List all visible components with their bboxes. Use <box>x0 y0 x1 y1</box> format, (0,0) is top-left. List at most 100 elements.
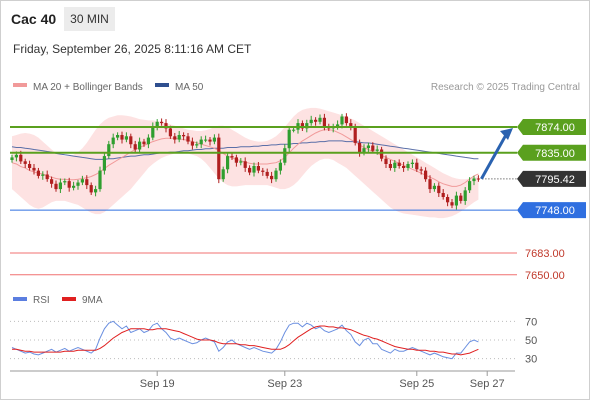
candle-body <box>283 148 287 163</box>
rsi-legend-label: RSI <box>33 295 50 306</box>
rsi-legend-swatch <box>13 297 27 301</box>
x-tick-label: Sep 19 <box>140 378 175 390</box>
candle-body <box>173 136 177 140</box>
timeframe-label: 30 MIN <box>70 12 109 26</box>
timeframe-badge <box>64 7 115 31</box>
ma50-line <box>11 140 479 160</box>
candle-body <box>28 164 32 168</box>
candle-body <box>199 139 203 145</box>
ma20-legend-swatch <box>13 83 27 87</box>
candle-body <box>300 123 304 129</box>
candle-body <box>463 190 467 201</box>
candle-body <box>419 169 423 171</box>
candle-body <box>344 116 348 124</box>
x-tick-label: Sep 25 <box>399 378 434 390</box>
candle-body <box>230 156 234 158</box>
candle-body <box>393 162 397 168</box>
candle-body <box>432 185 436 190</box>
candle-body <box>362 148 366 153</box>
candle-body <box>468 181 472 191</box>
candle-body <box>410 162 414 164</box>
candle-body <box>428 179 432 190</box>
candle-body <box>36 170 40 176</box>
rsi-ma-legend-swatch <box>62 297 76 301</box>
level-tag-pivot <box>517 144 586 161</box>
candle-body <box>120 135 124 140</box>
candle-body <box>204 139 208 141</box>
candle-body <box>76 182 80 186</box>
x-axis: Sep 19 Sep 23 Sep 25 Sep 27 <box>140 371 505 390</box>
candle-body <box>270 175 274 180</box>
rsi-plot: 70 50 30 <box>10 316 537 366</box>
candle-body <box>32 167 36 171</box>
candle-body <box>94 189 98 193</box>
candle-body <box>397 162 401 166</box>
candle-body <box>371 145 375 151</box>
candle-body <box>261 170 265 172</box>
candle-body <box>80 179 84 183</box>
level-tag-resistance <box>517 119 586 136</box>
projection-arrow-shaft <box>480 132 509 180</box>
last-price-label: 7795.42 <box>535 174 575 186</box>
ma50-legend-label: MA 50 <box>175 82 204 93</box>
last-price-tag <box>517 170 586 187</box>
candle-body <box>98 170 102 190</box>
candle-body <box>415 162 419 170</box>
candle-body <box>292 129 296 131</box>
candle-body <box>322 117 326 127</box>
rsi-ma-legend-label: 9MA <box>82 295 103 306</box>
rsi-tick-label: 70 <box>525 316 537 328</box>
candle-body <box>212 137 216 142</box>
candle-body <box>155 121 159 127</box>
candle-body <box>124 136 128 140</box>
candle-body <box>278 162 282 171</box>
stop-level-label: 7683.00 <box>525 248 565 260</box>
candle-body <box>265 171 269 176</box>
candle-body <box>195 144 199 146</box>
candle-body <box>349 123 353 127</box>
candle-body <box>402 166 406 168</box>
candle-body <box>353 126 357 143</box>
candle-body <box>160 121 164 124</box>
x-tick-label: Sep 23 <box>267 378 302 390</box>
rsi-tick-label: 50 <box>525 335 537 347</box>
candle-body <box>336 124 340 127</box>
candle-body <box>366 145 370 149</box>
candle-body <box>358 142 362 153</box>
candle-body <box>248 167 252 173</box>
candle-body <box>129 136 133 145</box>
rsi-tick-label: 30 <box>525 354 537 366</box>
candle-body <box>256 166 260 171</box>
candle-body <box>58 182 62 190</box>
candle-body <box>274 170 278 180</box>
candle-body <box>234 157 238 163</box>
candle-body <box>450 202 454 206</box>
candle-body <box>406 164 410 168</box>
candle-body <box>182 135 186 137</box>
candle-body <box>41 174 45 176</box>
price-plot <box>10 107 480 219</box>
candle-body <box>239 161 243 163</box>
candle-body <box>19 154 23 162</box>
candle-body <box>10 157 14 160</box>
candle-body <box>14 154 18 158</box>
price-levels: 7874.00 7835.00 7795.42 7748.00 7683.00 7650.… <box>10 119 586 282</box>
candle-body <box>146 137 150 145</box>
candle-body <box>476 178 480 180</box>
candle-body <box>375 149 379 151</box>
candle-body <box>164 123 168 129</box>
credit-label: Research © 2025 Trading Central <box>431 82 580 93</box>
candle-body <box>441 193 445 197</box>
candle-body <box>107 144 111 157</box>
candle-body <box>424 170 428 180</box>
candle-body <box>72 185 76 188</box>
candle-body <box>454 195 458 206</box>
projection-arrow-head <box>500 128 513 141</box>
candle-body <box>102 156 106 171</box>
candle-body <box>111 137 115 145</box>
candle-body <box>168 128 172 137</box>
candle-body <box>459 195 463 201</box>
candle-body <box>116 135 120 138</box>
